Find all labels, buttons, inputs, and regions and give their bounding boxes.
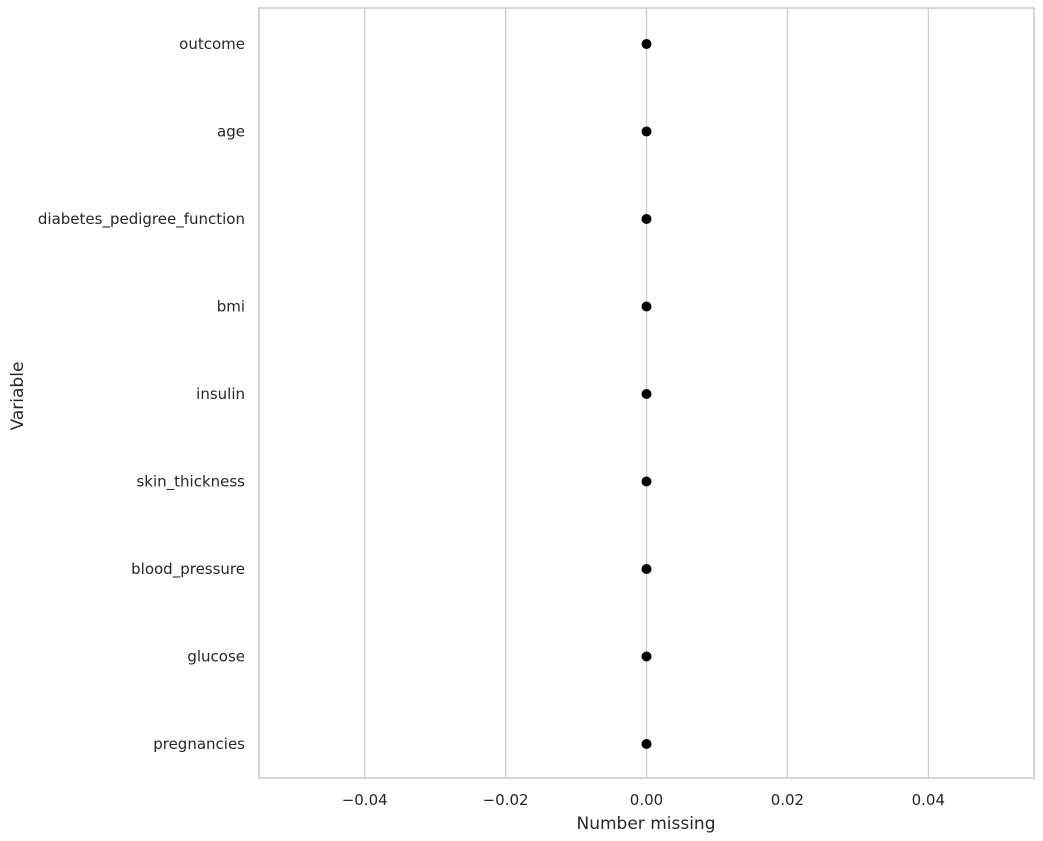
data-points [641, 39, 652, 749]
x-tick-label: −0.04 [342, 791, 388, 809]
y-tick-label: skin_thickness [136, 473, 245, 492]
y-tick-label: outcome [179, 35, 245, 53]
data-point [641, 564, 652, 574]
data-point [641, 39, 652, 49]
data-point [641, 739, 652, 749]
x-tick-label: −0.02 [483, 791, 529, 809]
plot-frame [258, 7, 1035, 779]
y-axis-label: Variable [8, 362, 28, 431]
data-point [641, 651, 652, 662]
y-tick-label: insulin [196, 385, 245, 403]
data-point [641, 476, 652, 487]
y-tick-label: glucose [187, 648, 245, 666]
x-tick-label: 0.04 [912, 791, 945, 809]
y-tick-label: age [217, 123, 245, 141]
data-point [641, 214, 652, 224]
x-tick-label: 0.02 [771, 791, 804, 809]
x-axis-label: Number missing [577, 814, 716, 834]
y-tick-label: pregnancies [153, 735, 245, 753]
x-tick-label: 0.00 [630, 791, 663, 809]
data-point [641, 126, 652, 137]
x-tick-labels: −0.04 −0.02 0.00 0.02 0.04 [342, 791, 945, 809]
y-tick-label: diabetes_pedigree_function [38, 210, 245, 229]
data-point [641, 389, 652, 399]
y-tick-label: blood_pressure [131, 560, 245, 579]
y-tick-label: bmi [217, 298, 245, 316]
data-point [641, 301, 652, 312]
